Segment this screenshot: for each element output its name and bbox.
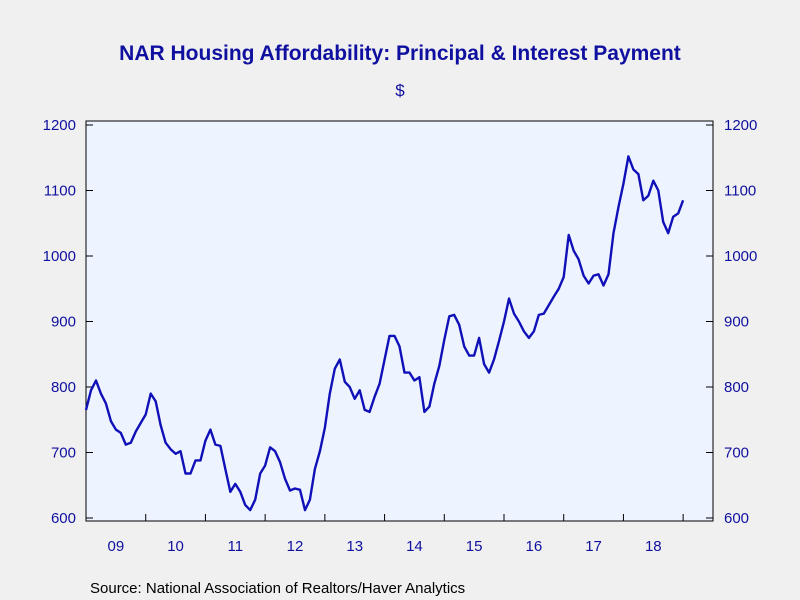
x-tick-label: 14 <box>406 538 423 555</box>
x-tick-label: 10 <box>167 538 184 555</box>
y-tick-label-left: 800 <box>51 379 76 396</box>
y-tick-label-left: 700 <box>51 445 76 462</box>
y-tick-label-right: 1100 <box>724 183 756 200</box>
y-axis-left: 600 700 800 900 1000 1100 1200 <box>43 117 93 527</box>
y-tick-label-left: 900 <box>51 314 76 331</box>
plot-area <box>85 120 714 522</box>
y-tick-label-left: 1200 <box>43 117 76 134</box>
y-tick-label-right: 1200 <box>724 117 757 134</box>
x-tick-label: 13 <box>346 538 363 555</box>
source-note: Source: National Association of Realtors… <box>90 580 465 597</box>
y-tick-label-right: 700 <box>724 445 749 462</box>
x-axis: 09 10 11 12 13 14 15 16 17 18 <box>108 514 684 555</box>
series-layer <box>84 155 685 512</box>
y-tick-label-right: 1000 <box>724 248 757 265</box>
y-tick-label-right: 900 <box>724 314 749 331</box>
y-tick-label-left: 1100 <box>44 183 76 200</box>
x-tick-label: 15 <box>466 538 483 555</box>
series-line-0 <box>84 155 685 512</box>
y-tick-label-right: 600 <box>724 510 749 527</box>
x-tick-label: 09 <box>108 538 125 555</box>
x-tick-label: 18 <box>645 538 662 555</box>
y-tick-label-left: 1000 <box>43 248 76 265</box>
x-tick-label: 11 <box>227 538 243 555</box>
x-tick-label: 12 <box>287 538 304 555</box>
y-tick-label-left: 600 <box>51 510 76 527</box>
chart-subtitle: $ <box>395 81 405 100</box>
x-tick-label: 16 <box>526 538 543 555</box>
y-tick-label-right: 800 <box>724 379 749 396</box>
chart-title: NAR Housing Affordability: Principal & I… <box>119 42 681 65</box>
y-axis-right: 600 700 800 900 1000 1100 1200 <box>706 117 757 527</box>
x-tick-label: 17 <box>585 538 602 555</box>
